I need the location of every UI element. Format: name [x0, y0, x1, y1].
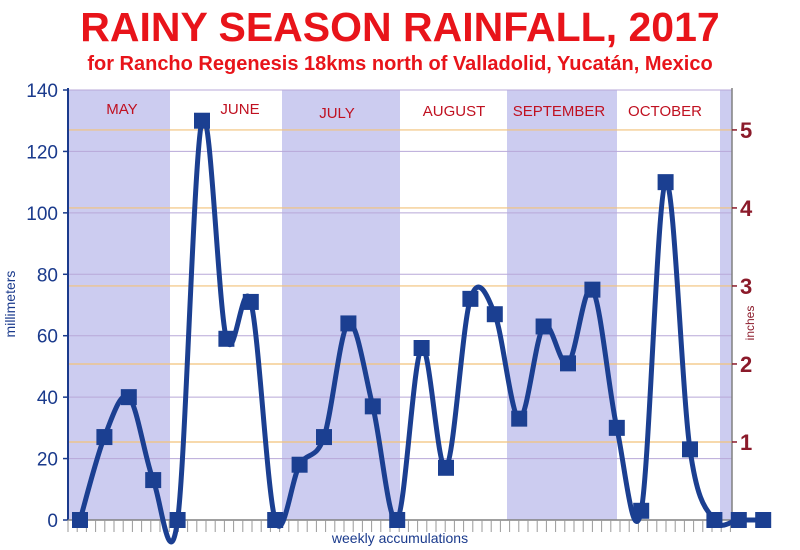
data-point — [755, 512, 772, 528]
y-tick-labels: 0 20 40 60 80 100 120 140 — [26, 81, 68, 532]
data-point — [584, 281, 601, 298]
y2-tick-label: 5 — [740, 118, 752, 143]
data-point — [316, 429, 332, 446]
mm-gridlines — [68, 89, 732, 460]
data-point — [389, 512, 406, 528]
y-tick-label: 80 — [37, 265, 58, 286]
y-tick-label: 140 — [26, 81, 58, 102]
month-label-may: MAY — [106, 101, 137, 118]
chart-subtitle: for Rancho Regenesis 18kms north of Vall… — [87, 53, 713, 75]
rainfall-series — [72, 112, 772, 545]
y-tick-label: 100 — [26, 204, 58, 225]
data-point — [608, 419, 625, 436]
x-axis-label: weekly accumulations — [331, 530, 469, 546]
y-tick-label: 60 — [37, 327, 58, 348]
month-label-september: SEPTEMBER — [513, 103, 606, 120]
data-point — [682, 441, 698, 458]
series-line — [77, 115, 766, 545]
data-point — [462, 290, 479, 307]
data-point — [730, 512, 747, 528]
data-point — [535, 318, 552, 335]
y2-tick-label: 3 — [740, 274, 752, 299]
data-point — [340, 315, 357, 332]
month-label-october: OCTOBER — [628, 103, 702, 120]
data-point — [511, 410, 528, 427]
data-point — [120, 389, 137, 406]
month-label-july: JULY — [319, 105, 355, 122]
month-label-june: JUNE — [220, 101, 259, 118]
data-point — [218, 330, 235, 347]
data-point — [291, 456, 308, 473]
month-band — [507, 90, 617, 520]
data-point — [72, 512, 88, 528]
y-tick-label: 120 — [26, 142, 58, 163]
data-point — [194, 112, 210, 129]
data-point — [145, 472, 162, 489]
month-labels: MAY JUNE JULY AUGUST SEPTEMBER OCTOBER — [106, 101, 702, 122]
data-point — [413, 340, 430, 356]
x-tick-marks — [67, 520, 731, 532]
chart-title: RAINY SEASON RAINFALL, 2017 — [80, 4, 720, 50]
y2-tick-label: 1 — [740, 430, 752, 455]
y-tick-label: 20 — [37, 450, 58, 471]
data-point — [242, 293, 259, 310]
y-axis-label: millimeters — [2, 270, 18, 338]
month-label-august: AUGUST — [423, 103, 486, 120]
data-point — [169, 512, 186, 528]
data-point — [267, 512, 284, 528]
month-band — [720, 90, 732, 520]
y2-tick-labels: 1 2 3 4 5 — [732, 118, 753, 455]
y2-tick-label: 2 — [740, 352, 752, 377]
data-point — [486, 306, 503, 323]
data-point — [96, 429, 113, 446]
y2-tick-label: 4 — [740, 196, 753, 221]
data-point — [560, 355, 576, 372]
month-bands — [68, 90, 732, 520]
data-point — [706, 512, 723, 528]
y2-axis-label: inches — [743, 305, 757, 341]
month-band — [68, 90, 170, 520]
month-band — [617, 90, 720, 520]
y-tick-label: 40 — [37, 388, 58, 409]
data-point — [438, 459, 454, 476]
y-tick-label: 0 — [47, 511, 58, 532]
data-point — [633, 502, 650, 519]
data-point — [657, 174, 674, 191]
data-point — [364, 398, 381, 415]
